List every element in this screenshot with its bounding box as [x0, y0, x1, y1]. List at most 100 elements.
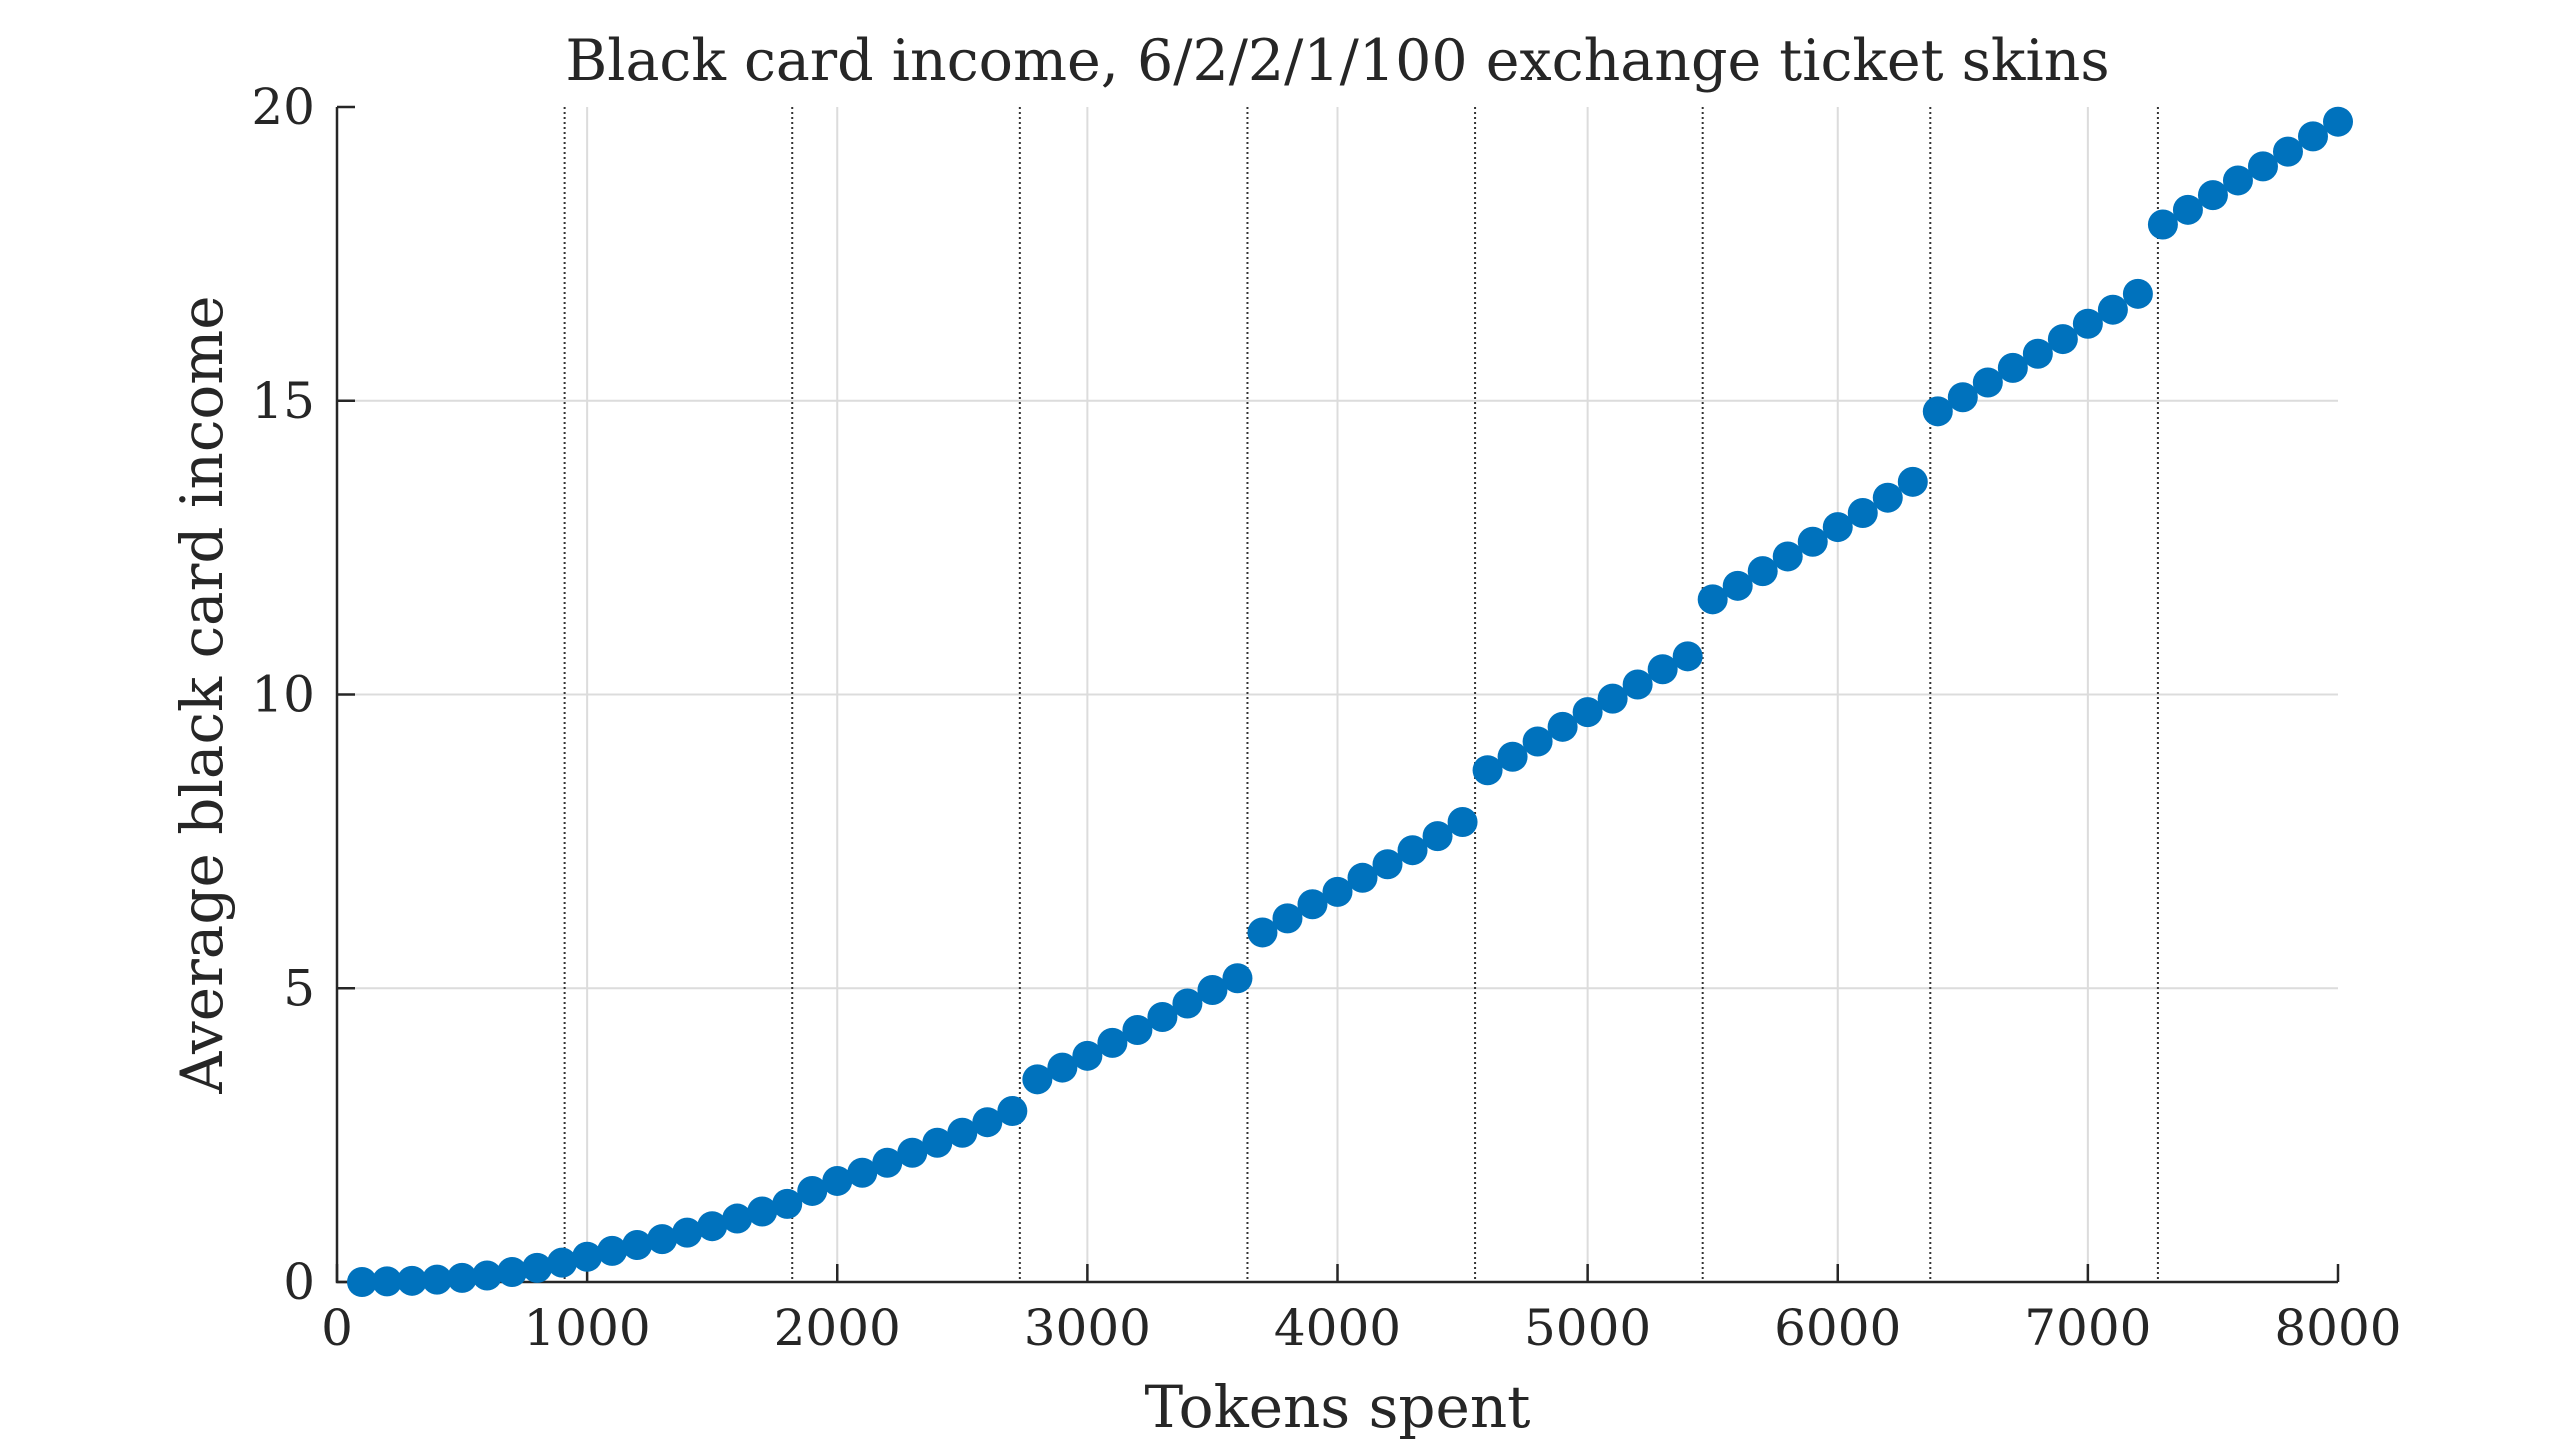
reference-lines	[563, 107, 2159, 1282]
data-point	[1997, 352, 2028, 383]
data-point	[2323, 106, 2353, 137]
data-point	[822, 1165, 853, 1196]
data-point	[1872, 482, 1903, 513]
y-tick-label: 0	[283, 1253, 315, 1311]
x-tick-label: 7000	[2024, 1299, 2151, 1357]
data-point	[1472, 755, 1503, 786]
y-tick-label: 10	[251, 666, 315, 724]
data-point	[722, 1203, 753, 1234]
data-point	[972, 1107, 1003, 1138]
data-point	[2097, 294, 2128, 325]
data-point	[372, 1266, 403, 1297]
data-point	[2272, 136, 2303, 167]
x-tick-label: 0	[321, 1299, 353, 1357]
data-point	[2047, 324, 2078, 355]
x-tick-label: 5000	[1524, 1299, 1651, 1357]
data-point	[1847, 497, 1878, 528]
data-point	[1797, 526, 1828, 557]
data-point	[747, 1196, 778, 1227]
ticks: 0 1000 2000 3000 4000 5000 6000 7000 8000 0 5 10 15 2…	[251, 78, 2401, 1357]
data-point	[1272, 903, 1303, 934]
data-point	[1497, 741, 1528, 772]
data-point	[1072, 1040, 1103, 1071]
data-point	[1147, 1002, 1178, 1033]
data-point	[2197, 180, 2228, 211]
data-point	[1597, 683, 1628, 714]
data-point	[1972, 367, 2003, 398]
data-point	[1622, 669, 1653, 700]
data-point	[1397, 835, 1428, 866]
data-point	[2022, 338, 2053, 369]
data-point	[1547, 711, 1578, 742]
data-point	[2172, 194, 2203, 225]
data-point	[522, 1252, 553, 1283]
data-point	[997, 1096, 1028, 1127]
data-point	[1372, 849, 1403, 880]
x-tick-label: 2000	[774, 1299, 901, 1357]
y-tick-label: 5	[283, 959, 315, 1017]
y-axis-label: Average black card income	[168, 295, 236, 1094]
y-tick-label: 20	[251, 78, 315, 136]
data-point	[2147, 209, 2178, 240]
data-point	[422, 1264, 453, 1295]
data-point	[1422, 821, 1453, 852]
data-point	[1047, 1052, 1078, 1083]
data-point	[1297, 889, 1328, 920]
data-point	[1347, 862, 1378, 893]
x-tick-label: 8000	[2274, 1299, 2401, 1357]
x-axis-label: Tokens spent	[1144, 1373, 1530, 1440]
data-point	[1647, 654, 1678, 685]
data-point	[1922, 396, 1953, 427]
data-point	[1772, 541, 1803, 572]
data-point	[672, 1217, 703, 1248]
data-point	[1697, 584, 1728, 615]
data-point	[1247, 917, 1278, 948]
data-point	[547, 1247, 578, 1278]
data-point	[872, 1147, 903, 1178]
data-point	[697, 1211, 728, 1242]
data-point	[897, 1137, 928, 1168]
data-point	[1197, 975, 1228, 1006]
x-tick-label: 6000	[1774, 1299, 1901, 1357]
data-point	[397, 1265, 428, 1296]
data-point	[497, 1257, 528, 1288]
data-point	[1447, 806, 1478, 837]
data-point	[572, 1241, 603, 1272]
data-point	[1522, 726, 1553, 757]
data-point	[1322, 876, 1353, 907]
data-point	[597, 1235, 628, 1266]
chart-title: Black card income, 6/2/2/1/100 exchange …	[565, 28, 2109, 94]
data-point	[447, 1262, 478, 1293]
data-point	[847, 1157, 878, 1188]
data-point	[1097, 1027, 1128, 1058]
data-point	[922, 1127, 953, 1158]
data-point	[1572, 697, 1603, 728]
data-point	[1222, 963, 1253, 994]
data-point	[647, 1224, 678, 1255]
data-point	[1747, 556, 1778, 587]
x-tick-label: 1000	[524, 1299, 651, 1357]
data-point	[947, 1117, 978, 1148]
data-point	[472, 1260, 503, 1291]
data-point	[2297, 121, 2328, 152]
data-point	[1822, 512, 1853, 543]
data-points	[347, 106, 2353, 1297]
data-point	[2072, 308, 2103, 339]
data-point	[622, 1229, 653, 1260]
data-point	[1947, 382, 1978, 413]
data-point	[1672, 641, 1703, 672]
data-point	[347, 1267, 378, 1297]
data-point	[1722, 570, 1753, 601]
data-point	[1172, 988, 1203, 1019]
data-point	[1897, 466, 1928, 497]
data-point	[2122, 278, 2153, 309]
y-tick-label: 15	[251, 372, 315, 430]
data-point	[797, 1175, 828, 1206]
grid	[337, 107, 2338, 1282]
data-point	[2247, 151, 2278, 182]
data-point	[1122, 1014, 1153, 1045]
data-point	[1022, 1064, 1053, 1095]
x-tick-label: 3000	[1024, 1299, 1151, 1357]
